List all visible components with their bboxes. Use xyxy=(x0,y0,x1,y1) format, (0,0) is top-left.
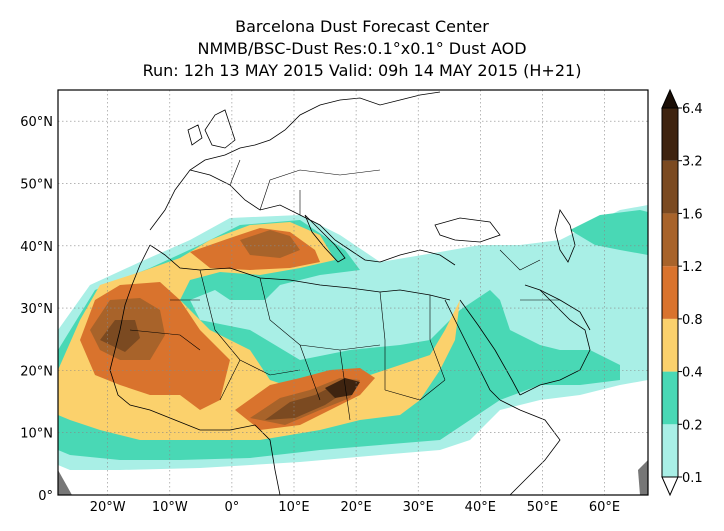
colorbar-level-label: 0.1 xyxy=(682,471,703,486)
chart-title: Barcelona Dust Forecast Center xyxy=(235,17,489,36)
ireland xyxy=(187,124,203,146)
arabia-coast xyxy=(519,284,591,396)
aod-band-1.2-b xyxy=(240,230,300,258)
colorbar: 0.1 0.2 0.4 0.8 1.2 1.6 3.2 6.4 xyxy=(661,88,703,497)
colorbar-segment xyxy=(662,266,678,319)
longitude-labels: 20°W 10°W 0° 10°E 20°E 30°E 40°E 50°E 60°E xyxy=(90,500,620,515)
lon-tick-label: 40°E xyxy=(465,500,496,515)
lon-tick-label: 20°W xyxy=(90,500,126,515)
lon-tick-label: 60°E xyxy=(589,500,620,515)
dust-field xyxy=(58,205,648,495)
chart-subtitle-run: Run: 12h 13 MAY 2015 Valid: 09h 14 MAY 2… xyxy=(142,61,582,80)
colorbar-segment xyxy=(662,160,678,214)
aod-band-0.2-east xyxy=(570,210,648,255)
persian-gulf xyxy=(539,289,591,331)
missing-data-corner-right xyxy=(638,460,648,495)
gridlines xyxy=(58,90,648,495)
colorbar-segment xyxy=(662,371,678,425)
map-frame xyxy=(57,89,649,496)
colorbar-extend-min xyxy=(661,476,679,497)
aod-band-1.6 xyxy=(100,320,140,352)
great-britain xyxy=(204,109,236,149)
lat-tick-label: 60°N xyxy=(20,115,53,130)
east-africa-coast xyxy=(499,399,561,495)
colorbar-segment xyxy=(662,108,678,161)
colorbar-level-label: 3.2 xyxy=(682,155,703,170)
lat-tick-label: 30°N xyxy=(20,302,53,317)
colorbar-level-label: 1.2 xyxy=(682,260,703,275)
colorbar-level-label: 0.4 xyxy=(682,366,703,381)
lat-tick-label: 20°N xyxy=(20,364,53,379)
lon-tick-label: 50°E xyxy=(527,500,558,515)
lon-tick-label: 10°E xyxy=(278,500,309,515)
colorbar-level-label: 0.2 xyxy=(682,418,703,433)
coastlines xyxy=(109,91,591,495)
colorbar-level-label: 1.6 xyxy=(682,207,703,222)
africa-west-coast xyxy=(109,244,281,495)
colorbar-frame xyxy=(661,107,679,478)
lat-tick-label: 0° xyxy=(38,489,53,504)
aod-band-1.6-b xyxy=(265,385,345,420)
aod-band-3.2 xyxy=(325,378,360,398)
lon-tick-label: 10°W xyxy=(152,500,188,515)
colorbar-segment xyxy=(662,318,678,372)
lat-tick-label: 40°N xyxy=(20,240,53,255)
europe-coast xyxy=(149,91,456,266)
africa-north-coast xyxy=(149,244,451,301)
colorbar-level-label: 6.4 xyxy=(682,102,703,117)
red-sea xyxy=(444,299,521,401)
chart-subtitle-model: NMMB/BSC-Dust Res:0.1°x0.1° Dust AOD xyxy=(197,39,527,58)
colorbar-segment xyxy=(662,424,678,477)
lat-tick-label: 50°N xyxy=(20,177,53,192)
colorbar-extend-max xyxy=(661,88,679,109)
lon-tick-label: 0° xyxy=(225,500,240,515)
lon-tick-label: 20°E xyxy=(340,500,371,515)
caspian-sea xyxy=(554,209,576,263)
missing-data-corner xyxy=(58,470,72,495)
internal-borders xyxy=(129,159,560,421)
lat-tick-label: 10°N xyxy=(20,427,53,442)
black-sea xyxy=(434,217,501,243)
lon-tick-label: 30°E xyxy=(403,500,434,515)
colorbar-level-label: 0.8 xyxy=(682,313,703,328)
colorbar-segment xyxy=(662,213,678,267)
latitude-labels: 0° 10°N 20°N 30°N 40°N 50°N 60°N xyxy=(20,115,53,504)
italy xyxy=(304,214,346,263)
